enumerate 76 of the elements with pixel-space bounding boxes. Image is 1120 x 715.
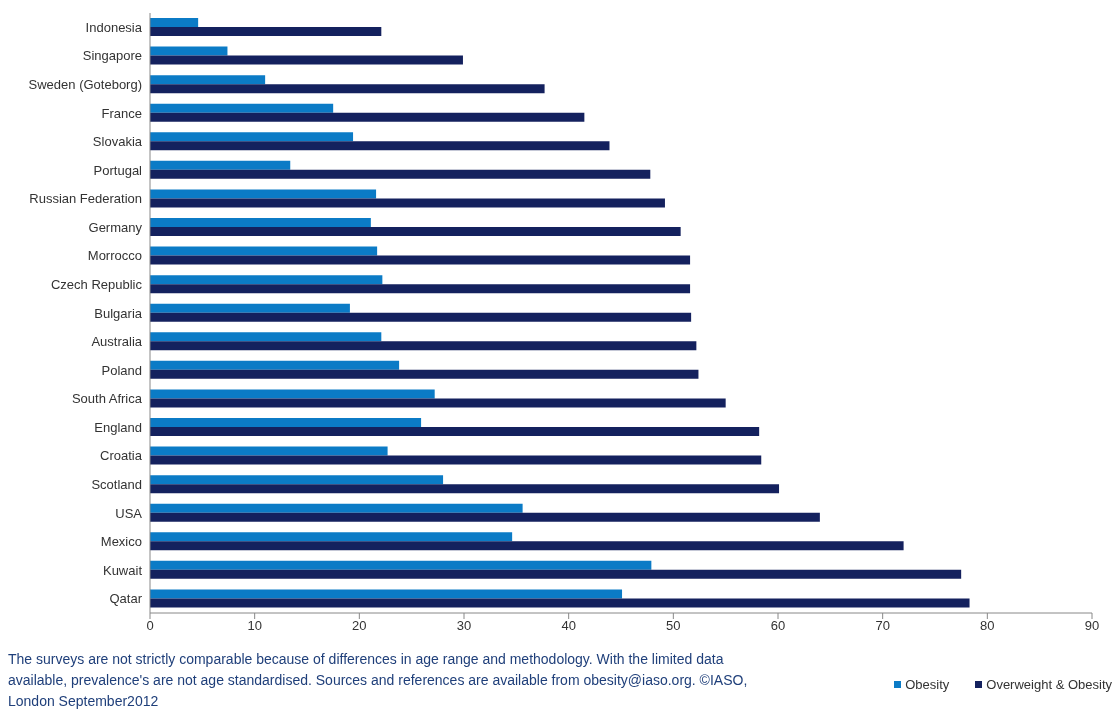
y-tick-label: Scotland: [91, 477, 142, 493]
y-tick-label: Croatia: [100, 448, 143, 464]
y-tick-label: Morrocco: [87, 248, 142, 264]
y-tick-label: Poland: [101, 362, 142, 378]
y-tick-label: England: [94, 419, 142, 435]
bar: [150, 84, 545, 94]
bar: [150, 541, 904, 551]
y-tick-label: Germany: [88, 219, 143, 235]
bar: [150, 75, 266, 85]
bar: [150, 55, 463, 65]
x-tick-label: 20: [352, 618, 367, 634]
bar: [150, 512, 820, 522]
bar: [150, 284, 691, 294]
bar: [150, 475, 444, 485]
bar: [150, 275, 383, 285]
x-tick-label: 80: [980, 618, 995, 634]
x-tick-label: 10: [247, 618, 262, 634]
x-tick-label: 90: [1084, 618, 1100, 634]
x-tick-label: 50: [666, 618, 681, 634]
bar: [150, 446, 388, 456]
bar: [150, 189, 377, 199]
y-tick-label: Mexico: [100, 534, 142, 550]
y-tick-label: France: [101, 105, 142, 121]
y-tick-label: Kuwait: [102, 562, 143, 578]
text: The surveys are not strictly comparable because of differences in age range and methodology. With the limited data available, prevalence's are not age standardised. Sources and references are available from obesity@iaso.org. ©IASO, London September2012: [8, 650, 749, 711]
legend-label: Obesity: [904, 677, 950, 692]
y-tick-label: Indonesia: [85, 19, 143, 35]
bar: [150, 312, 692, 322]
bar: [150, 218, 371, 227]
y-tick-label: Australia: [91, 334, 143, 350]
y-tick-label: Singapore: [82, 48, 142, 64]
bar: [150, 18, 199, 27]
bar: [150, 246, 378, 256]
y-tick-label: Qatar: [109, 591, 143, 607]
y-tick-label: Bulgaria: [94, 305, 143, 321]
bar: [150, 303, 350, 313]
bar: [150, 532, 513, 542]
bar: [150, 160, 291, 170]
bar: [150, 103, 334, 113]
bar: [150, 598, 970, 608]
x-tick-label: 30: [456, 618, 472, 634]
bar: [150, 332, 382, 342]
y-tick-label: Russian Federation: [29, 191, 142, 207]
bar: [150, 141, 610, 151]
bar: [150, 46, 228, 56]
bar: [150, 418, 422, 427]
bar: [150, 369, 699, 379]
x-tick-label: 60: [770, 618, 786, 634]
y-tick-label: Czech Republic: [50, 277, 143, 293]
bar: [150, 112, 585, 122]
bar: [150, 389, 435, 399]
bar: [150, 560, 652, 570]
bar: [150, 427, 760, 436]
x-tick-label: 40: [561, 618, 576, 634]
bar: [150, 455, 762, 465]
bar: [150, 227, 681, 236]
bar: [150, 484, 780, 494]
bar: [150, 503, 523, 513]
y-tick-label: USA: [115, 505, 143, 521]
x-tick-label: 70: [875, 618, 890, 634]
bar: [150, 255, 691, 265]
bar: [150, 132, 354, 142]
bar: [150, 341, 697, 351]
y-tick-label: Slovakia: [92, 134, 143, 150]
x-tick-label: 0: [146, 618, 154, 634]
y-tick-label: Sweden (Goteborg): [28, 77, 142, 93]
bar: [150, 169, 651, 179]
legend-label: Overweight & Obesity: [985, 677, 1112, 692]
bar: [150, 27, 382, 36]
bar: [150, 198, 665, 208]
bar: [150, 398, 726, 408]
y-tick-label: South Africa: [71, 391, 143, 407]
y-tick-label: Portugal: [93, 162, 143, 178]
bar: [150, 569, 962, 579]
bar: [150, 589, 623, 599]
bar: [150, 360, 400, 370]
